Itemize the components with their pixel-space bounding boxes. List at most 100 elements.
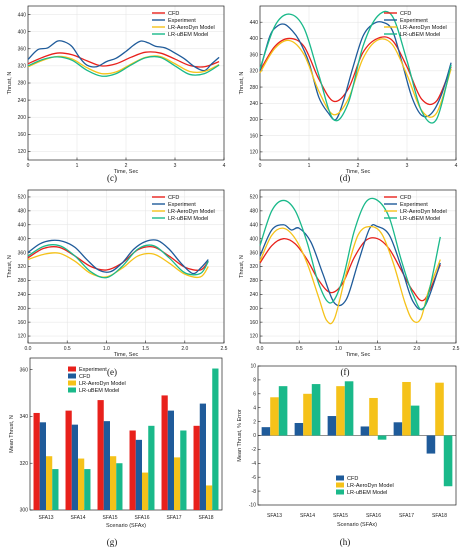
- x-tick-label: 0: [27, 163, 30, 169]
- bar-lr-ubem-model: [84, 469, 91, 510]
- y-tick-label: 200: [18, 115, 27, 121]
- y-tick-label: 160: [18, 132, 27, 138]
- y-tick-label: 440: [18, 222, 27, 228]
- bar-lr-aerodyn-model: [336, 386, 345, 436]
- x-tick-label: 0.0: [257, 346, 264, 352]
- y-tick-label: 160: [250, 133, 259, 139]
- series-line-lr-ubem-model: [259, 197, 441, 311]
- y-axis-label: Mean Thrust, % Error: [237, 409, 243, 462]
- x-tick-label: 0.5: [296, 346, 303, 352]
- series-line-lr-aerodyn-model: [259, 225, 441, 325]
- legend-label: CFD: [347, 476, 358, 482]
- bar-lr-aerodyn-model: [110, 456, 117, 510]
- bar-lr-ubem-model: [377, 435, 387, 440]
- legend-swatch: [336, 489, 344, 495]
- chart-c: 120 160 200 240 280 320 360 400 440 0 1 2 3 4 Time, Se…: [7, 5, 226, 183]
- legend-swatch: [336, 482, 344, 488]
- y-axis-label: Thrust, N: [7, 72, 13, 95]
- bar-lr-aerodyn-model: [402, 381, 411, 436]
- y-tick-label: -10: [249, 503, 256, 509]
- x-tick-label: SFA14: [300, 513, 315, 519]
- y-tick-label: 280: [250, 278, 259, 284]
- panel-caption: (g): [107, 537, 118, 547]
- x-axis-label: Time, Sec: [346, 169, 371, 175]
- y-tick-label: 440: [18, 12, 27, 18]
- legend-label: Experiment: [168, 202, 196, 208]
- x-tick-label: 4: [223, 163, 226, 169]
- y-tick-label: 480: [250, 209, 259, 215]
- legend-swatch: [68, 366, 76, 372]
- y-tick-label: 160: [250, 320, 259, 326]
- panel-caption: (f): [341, 367, 350, 377]
- bar-cfd: [103, 421, 110, 510]
- y-tick-label: 400: [18, 29, 27, 35]
- y-tick-label: 240: [18, 98, 27, 104]
- y-tick-label: 280: [18, 278, 27, 284]
- series-line-lr-ubem-model: [259, 10, 452, 124]
- y-tick-label: -4: [252, 461, 257, 467]
- y-tick-label: 8: [253, 378, 256, 384]
- y-tick-label: 520: [250, 195, 259, 201]
- x-tick-label: 3: [406, 163, 409, 169]
- x-tick-label: 1.0: [103, 346, 110, 352]
- series-line-lr-ubem-model: [27, 244, 209, 279]
- bar-lr-ubem-model: [311, 384, 321, 436]
- y-tick-label: 280: [18, 81, 27, 87]
- legend-label: LR-uBEM Model: [168, 32, 208, 38]
- bar-lr-aerodyn-model: [46, 456, 53, 510]
- x-tick-label: 2.0: [181, 346, 188, 352]
- y-tick-label: 320: [20, 461, 29, 467]
- x-tick-label: 1: [308, 163, 311, 169]
- y-tick-label: 6: [253, 392, 256, 398]
- y-tick-label: 320: [18, 264, 27, 270]
- plot-frame: [29, 357, 223, 511]
- y-tick-label: 200: [250, 117, 259, 123]
- x-tick-label: 3: [174, 163, 177, 169]
- legend-label: Experiment: [400, 202, 428, 208]
- x-axis-label: Scenario (SFAx): [337, 522, 377, 528]
- bar-lr-aerodyn-model: [303, 393, 312, 436]
- x-tick-label: 1: [76, 163, 79, 169]
- y-tick-label: 320: [250, 264, 259, 270]
- y-tick-label: 440: [250, 20, 259, 26]
- y-tick-label: 10: [250, 364, 256, 370]
- bar-lr-ubem-model: [52, 469, 59, 510]
- legend-label: LR-uBEM Model: [347, 490, 387, 496]
- bar-cfd: [360, 426, 370, 436]
- y-tick-label: 480: [18, 209, 27, 215]
- x-axis-label: Time, Sec: [114, 169, 139, 175]
- chart-d: 120 160 200 240 280 320 360 400 440 0 1 2 3 4 Time, Se…: [239, 5, 458, 183]
- x-tick-label: 1.0: [335, 346, 342, 352]
- legend-swatch: [68, 373, 76, 379]
- y-tick-label: 360: [18, 250, 27, 256]
- y-tick-label: 340: [20, 414, 29, 420]
- x-axis-label: Scenario (SFAx): [106, 523, 146, 529]
- x-axis-label: Time, Sec: [114, 352, 139, 358]
- x-tick-label: 1.5: [374, 346, 381, 352]
- chart-g: 300 320 340 360 SFA13 SFA14 SFA15 SFA16 SFA17 SFA…: [9, 357, 223, 547]
- bar-cfd: [294, 422, 304, 436]
- bar-cfd: [199, 403, 206, 510]
- legend-label: Experiment: [79, 367, 107, 373]
- y-tick-label: -2: [252, 447, 257, 453]
- y-axis-label: Thrust, N: [7, 255, 13, 278]
- x-tick-label: SFA14: [70, 515, 85, 521]
- bar-cfd: [393, 422, 403, 436]
- panel-caption: (d): [340, 173, 351, 183]
- x-tick-label: 0: [259, 163, 262, 169]
- y-tick-label: 400: [18, 236, 27, 242]
- legend-swatch: [68, 387, 76, 393]
- bar-experiment: [33, 412, 40, 510]
- bar-cfd: [71, 424, 78, 510]
- y-axis-label: Mean Thrust, N: [9, 415, 15, 453]
- series-line-experiment: [259, 224, 441, 311]
- legend-label: CFD: [168, 11, 179, 17]
- series-line-lr-aerodyn-model: [27, 55, 220, 75]
- legend-swatch: [336, 475, 344, 481]
- y-tick-label: -8: [252, 489, 257, 495]
- bar-lr-ubem-model: [410, 405, 420, 436]
- bar-lr-aerodyn-model: [78, 458, 85, 510]
- chart-e: 120 160 200 240 280 320 360 400 440 480 520 0.0 0.5 1…: [7, 189, 228, 377]
- y-tick-label: 400: [250, 36, 259, 42]
